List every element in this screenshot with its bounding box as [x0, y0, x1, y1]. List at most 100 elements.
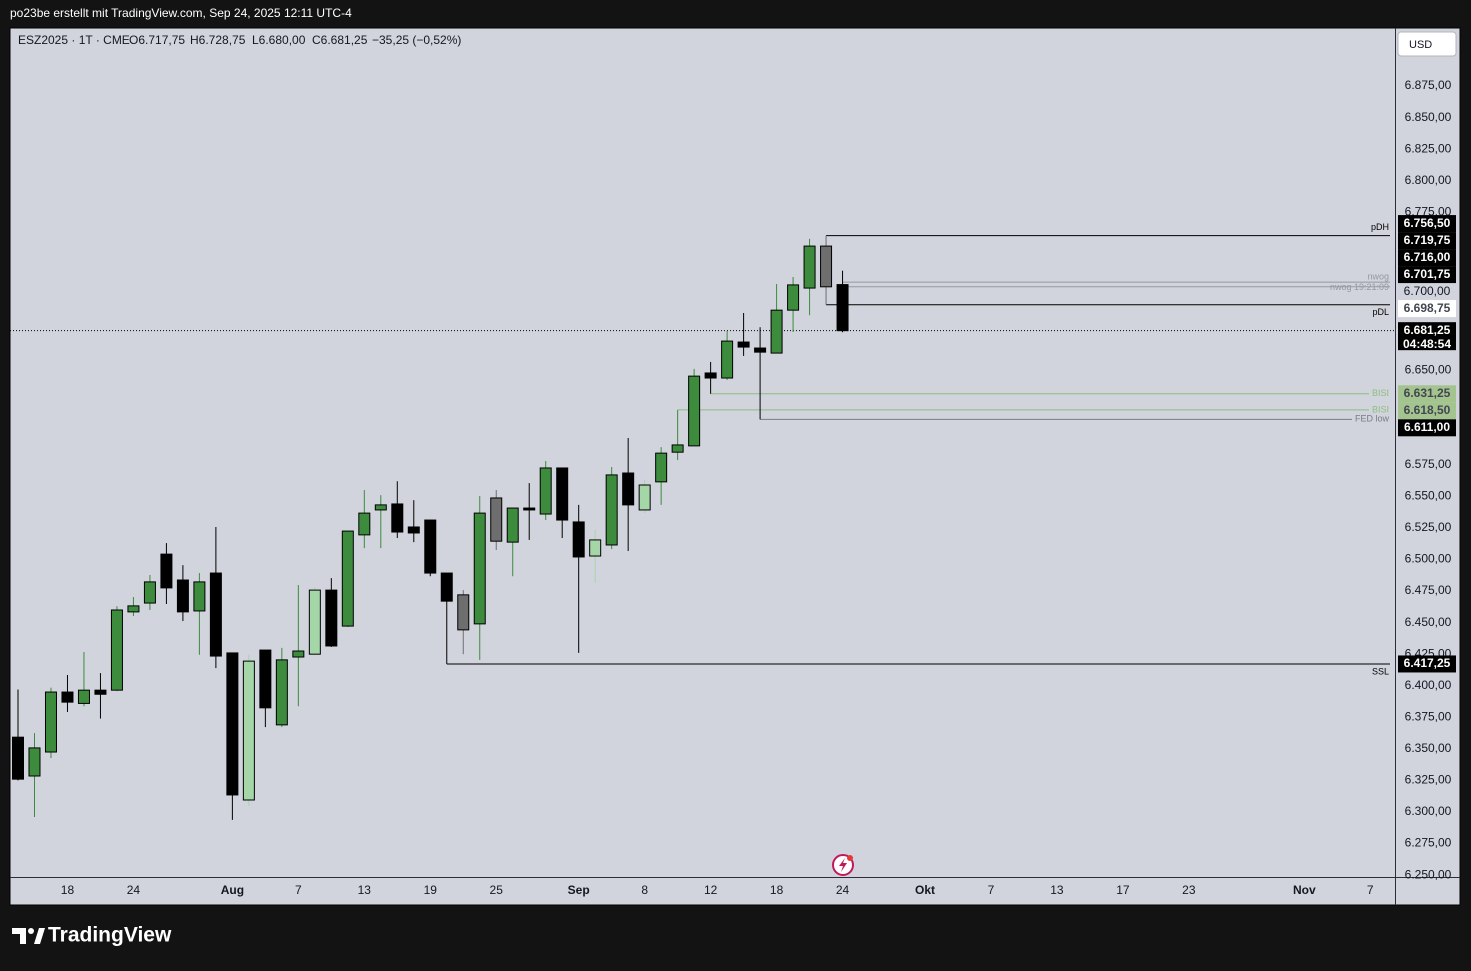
candle-body	[440, 572, 453, 602]
candle-body	[572, 521, 585, 558]
candle-body	[770, 309, 783, 354]
x-tick-label: 23	[1182, 883, 1196, 897]
close-value: C6.681,25	[312, 33, 368, 47]
low-value: L6.680,00	[252, 33, 306, 47]
brand-logo: TradingView	[12, 924, 172, 947]
countdown-label: 04:48:54	[1403, 337, 1451, 351]
y-tick-label: 6.525,00	[1405, 520, 1452, 534]
price-label-box	[1398, 655, 1456, 673]
header: ESZ2025 · 1T · CME O6.717,75 H6.728,75 L…	[18, 33, 461, 47]
level-label: FED low	[1355, 414, 1390, 424]
price-label: 6.716,00	[1404, 250, 1451, 264]
candle-body	[292, 650, 305, 658]
price-label-box	[1398, 300, 1456, 318]
candle-body	[77, 689, 90, 704]
x-tick-label: 7	[988, 883, 995, 897]
x-tick-label: 8	[641, 883, 648, 897]
candle-body	[589, 539, 602, 557]
logo-slash	[34, 928, 45, 944]
candle-body	[61, 691, 74, 703]
event-bolt	[839, 858, 847, 872]
symbol: ESZ2025 · 1T · CME	[18, 33, 130, 47]
change-value: −35,25 (−0,52%)	[372, 33, 461, 47]
y-tick-label: 6.550,00	[1405, 489, 1452, 503]
y-tick-label: 6.250,00	[1405, 867, 1452, 881]
candle-body	[737, 341, 750, 348]
x-tick-label: 24	[127, 883, 141, 897]
candle-body	[110, 609, 123, 691]
x-tick-label: Sep	[568, 883, 590, 897]
price-label: 6.611,00	[1404, 420, 1450, 434]
candle-body	[308, 589, 321, 655]
x-tick-label: Nov	[1293, 883, 1316, 897]
price-label: 6.417,25	[1404, 656, 1451, 670]
x-tick-label: 17	[1116, 883, 1130, 897]
candle-body	[688, 375, 701, 447]
candle-body	[226, 652, 239, 796]
y-tick-label: 6.875,00	[1405, 78, 1452, 92]
candle-body	[721, 340, 734, 379]
candle-body	[638, 484, 651, 511]
y-tick-label: 6.850,00	[1405, 110, 1452, 124]
price-label-box	[1398, 215, 1456, 233]
currency-button[interactable]: USD	[1397, 31, 1457, 57]
level-label: pDL	[1372, 307, 1389, 317]
candle-body	[160, 553, 173, 589]
x-tick-label: 25	[490, 883, 504, 897]
y-tick-label: 6.275,00	[1405, 836, 1452, 850]
y-tick-label: 6.650,00	[1405, 362, 1452, 376]
y-tick-label: 6.500,00	[1405, 552, 1452, 566]
candle-body	[374, 504, 387, 511]
candle-body	[803, 245, 816, 289]
price-label: 6.618,50	[1404, 403, 1451, 417]
candle-body	[671, 444, 684, 453]
candle-body	[127, 605, 140, 613]
y-tick-label: 6.325,00	[1405, 773, 1452, 787]
y-tick-label: 6.825,00	[1405, 141, 1452, 155]
candle-body	[358, 512, 371, 536]
x-tick-label: 19	[424, 883, 438, 897]
x-tick-label: 7	[295, 883, 302, 897]
price-label: 6.701,75	[1404, 267, 1451, 281]
price-label-box	[1398, 232, 1456, 250]
currency-button-bg[interactable]	[1397, 31, 1457, 57]
candle-body	[605, 474, 618, 546]
x-tick-label: 12	[704, 883, 718, 897]
price-label-box	[1398, 385, 1456, 403]
event-dot	[847, 855, 853, 861]
candle-body	[391, 503, 404, 533]
y-tick-label: 6.475,00	[1405, 583, 1452, 597]
candle-body	[490, 497, 503, 542]
level-label: BISI	[1372, 388, 1389, 398]
logo-dot	[28, 928, 34, 934]
candle-body	[193, 581, 206, 612]
level-label: pDH	[1371, 222, 1389, 232]
last-price-box	[1398, 322, 1456, 351]
candle-body	[622, 472, 635, 506]
price-label: 6.698,75	[1404, 301, 1451, 315]
y-tick-label: 6.350,00	[1405, 741, 1452, 755]
open-value: O6.717,75	[129, 33, 185, 47]
x-tick-label: Okt	[915, 883, 935, 897]
y-tick-label: 6.775,00	[1405, 204, 1452, 218]
x-tick-label: 13	[358, 883, 372, 897]
price-label: 6.631,25	[1404, 386, 1451, 400]
candle-body	[94, 689, 107, 695]
level-label: SSL	[1372, 666, 1389, 676]
x-tick-label: 18	[61, 883, 75, 897]
currency-button-label[interactable]: USD	[1409, 39, 1432, 51]
event-marker[interactable]	[832, 854, 854, 876]
x-tick-label: 13	[1050, 883, 1064, 897]
candle-body	[11, 736, 24, 780]
candle-body	[704, 372, 717, 379]
candle-body	[556, 467, 569, 521]
candle-body	[325, 589, 338, 647]
price-label-box	[1398, 266, 1456, 284]
high-value: H6.728,75	[190, 33, 246, 47]
candle-body	[259, 649, 272, 709]
candle-body	[523, 507, 536, 511]
brand-name: TradingView	[48, 924, 172, 947]
candle-body	[341, 530, 354, 627]
level-label: nwog	[1367, 271, 1389, 281]
